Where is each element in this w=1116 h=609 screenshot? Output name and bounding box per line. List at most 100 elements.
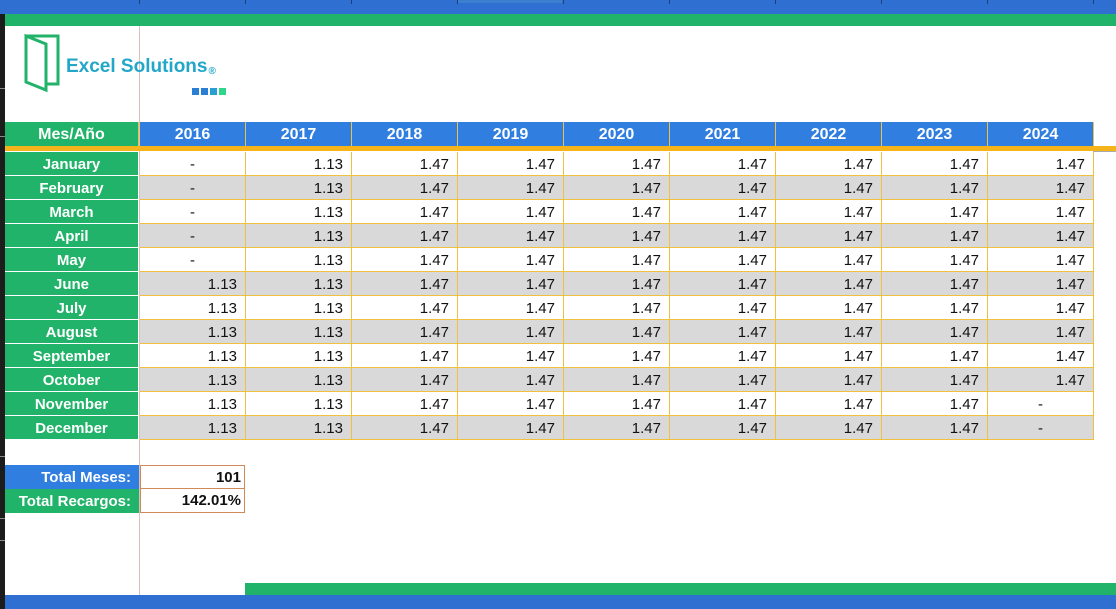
value-cell[interactable]: 1.47 bbox=[776, 224, 882, 248]
total-recargos-value[interactable]: 142.01% bbox=[140, 488, 245, 513]
value-cell[interactable]: 1.47 bbox=[776, 200, 882, 224]
value-cell[interactable]: 1.13 bbox=[246, 368, 352, 392]
value-cell[interactable]: 1.47 bbox=[458, 416, 564, 440]
value-cell[interactable]: 1.47 bbox=[458, 320, 564, 344]
value-cell[interactable]: 1.47 bbox=[564, 392, 670, 416]
value-cell[interactable]: 1.47 bbox=[564, 200, 670, 224]
value-cell[interactable]: 1.47 bbox=[564, 320, 670, 344]
value-cell[interactable]: 1.47 bbox=[458, 248, 564, 272]
value-cell[interactable]: 1.47 bbox=[458, 272, 564, 296]
year-header[interactable]: 2021 bbox=[670, 122, 776, 146]
month-label[interactable]: April bbox=[5, 224, 139, 248]
value-cell[interactable]: 1.47 bbox=[564, 152, 670, 176]
value-cell[interactable]: - bbox=[140, 176, 246, 200]
value-cell[interactable]: 1.47 bbox=[882, 152, 988, 176]
value-cell[interactable]: 1.47 bbox=[352, 368, 458, 392]
value-cell[interactable]: 1.13 bbox=[246, 416, 352, 440]
value-cell[interactable]: 1.47 bbox=[776, 392, 882, 416]
value-cell[interactable]: 1.47 bbox=[458, 296, 564, 320]
value-cell[interactable]: 1.13 bbox=[140, 272, 246, 296]
value-cell[interactable]: 1.47 bbox=[670, 248, 776, 272]
value-cell[interactable]: 1.47 bbox=[458, 152, 564, 176]
value-cell[interactable]: 1.47 bbox=[458, 344, 564, 368]
value-cell[interactable]: 1.47 bbox=[988, 176, 1094, 200]
value-cell[interactable]: - bbox=[988, 392, 1094, 416]
value-cell[interactable]: 1.13 bbox=[140, 344, 246, 368]
value-cell[interactable]: 1.47 bbox=[988, 248, 1094, 272]
value-cell[interactable]: 1.13 bbox=[140, 320, 246, 344]
value-cell[interactable]: 1.13 bbox=[246, 152, 352, 176]
month-label[interactable]: February bbox=[5, 176, 139, 200]
value-cell[interactable]: 1.47 bbox=[882, 176, 988, 200]
value-cell[interactable]: 1.47 bbox=[352, 344, 458, 368]
value-cell[interactable]: 1.47 bbox=[564, 176, 670, 200]
value-cell[interactable]: 1.13 bbox=[246, 296, 352, 320]
value-cell[interactable]: 1.47 bbox=[882, 392, 988, 416]
value-cell[interactable]: 1.47 bbox=[458, 200, 564, 224]
value-cell[interactable]: 1.13 bbox=[246, 392, 352, 416]
value-cell[interactable]: 1.47 bbox=[458, 176, 564, 200]
year-header[interactable]: 2022 bbox=[776, 122, 882, 146]
value-cell[interactable]: 1.47 bbox=[352, 320, 458, 344]
value-cell[interactable]: 1.47 bbox=[352, 296, 458, 320]
value-cell[interactable]: 1.13 bbox=[140, 296, 246, 320]
total-meses-value[interactable]: 101 bbox=[140, 465, 245, 489]
year-header[interactable]: 2017 bbox=[246, 122, 352, 146]
value-cell[interactable]: 1.47 bbox=[352, 416, 458, 440]
value-cell[interactable]: 1.47 bbox=[776, 176, 882, 200]
value-cell[interactable]: 1.47 bbox=[352, 392, 458, 416]
value-cell[interactable]: 1.47 bbox=[882, 200, 988, 224]
value-cell[interactable]: 1.47 bbox=[776, 152, 882, 176]
value-cell[interactable]: 1.47 bbox=[564, 224, 670, 248]
value-cell[interactable]: 1.47 bbox=[352, 176, 458, 200]
value-cell[interactable]: 1.13 bbox=[246, 200, 352, 224]
value-cell[interactable]: 1.47 bbox=[776, 344, 882, 368]
year-header[interactable]: 2018 bbox=[352, 122, 458, 146]
value-cell[interactable]: 1.47 bbox=[776, 272, 882, 296]
value-cell[interactable]: 1.47 bbox=[882, 296, 988, 320]
month-label[interactable]: September bbox=[5, 344, 139, 368]
value-cell[interactable]: 1.47 bbox=[670, 392, 776, 416]
value-cell[interactable]: 1.47 bbox=[776, 368, 882, 392]
value-cell[interactable]: 1.13 bbox=[246, 224, 352, 248]
value-cell[interactable]: 1.47 bbox=[352, 272, 458, 296]
value-cell[interactable]: 1.47 bbox=[988, 296, 1094, 320]
value-cell[interactable]: 1.47 bbox=[564, 272, 670, 296]
value-cell[interactable]: 1.47 bbox=[988, 320, 1094, 344]
value-cell[interactable]: - bbox=[140, 224, 246, 248]
value-cell[interactable]: 1.47 bbox=[776, 296, 882, 320]
value-cell[interactable]: 1.13 bbox=[246, 320, 352, 344]
value-cell[interactable]: 1.47 bbox=[670, 200, 776, 224]
value-cell[interactable]: 1.47 bbox=[670, 152, 776, 176]
month-label[interactable]: June bbox=[5, 272, 139, 296]
value-cell[interactable]: 1.47 bbox=[882, 344, 988, 368]
value-cell[interactable]: 1.47 bbox=[458, 392, 564, 416]
value-cell[interactable]: 1.13 bbox=[140, 392, 246, 416]
value-cell[interactable]: 1.47 bbox=[564, 344, 670, 368]
value-cell[interactable]: 1.47 bbox=[988, 344, 1094, 368]
value-cell[interactable]: 1.47 bbox=[670, 224, 776, 248]
value-cell[interactable]: - bbox=[140, 248, 246, 272]
value-cell[interactable]: 1.47 bbox=[988, 152, 1094, 176]
value-cell[interactable]: 1.47 bbox=[458, 224, 564, 248]
value-cell[interactable]: 1.47 bbox=[882, 272, 988, 296]
value-cell[interactable]: 1.47 bbox=[670, 416, 776, 440]
value-cell[interactable]: 1.47 bbox=[670, 344, 776, 368]
value-cell[interactable]: 1.47 bbox=[670, 320, 776, 344]
month-label[interactable]: May bbox=[5, 248, 139, 272]
value-cell[interactable]: 1.47 bbox=[776, 248, 882, 272]
value-cell[interactable]: 1.47 bbox=[882, 248, 988, 272]
month-label[interactable]: August bbox=[5, 320, 139, 344]
value-cell[interactable]: 1.13 bbox=[246, 176, 352, 200]
value-cell[interactable]: 1.47 bbox=[882, 416, 988, 440]
value-cell[interactable]: 1.47 bbox=[988, 368, 1094, 392]
value-cell[interactable]: - bbox=[140, 152, 246, 176]
year-header[interactable]: 2020 bbox=[564, 122, 670, 146]
month-label[interactable]: March bbox=[5, 200, 139, 224]
value-cell[interactable]: 1.47 bbox=[352, 224, 458, 248]
value-cell[interactable]: 1.47 bbox=[564, 368, 670, 392]
value-cell[interactable]: 1.47 bbox=[564, 296, 670, 320]
month-label[interactable]: November bbox=[5, 392, 139, 416]
value-cell[interactable]: 1.13 bbox=[246, 248, 352, 272]
year-header[interactable]: 2023 bbox=[882, 122, 988, 146]
